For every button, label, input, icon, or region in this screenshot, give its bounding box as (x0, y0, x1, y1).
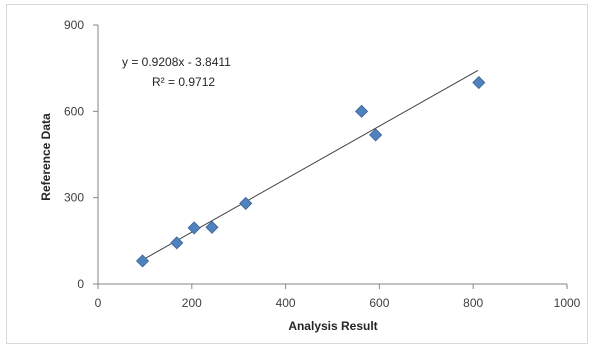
y-tick-label: 300 (64, 191, 84, 205)
data-point (170, 236, 184, 250)
x-tick-label: 600 (369, 296, 389, 310)
data-point (355, 104, 369, 118)
trendline (139, 70, 479, 262)
x-axis-title: Analysis Result (288, 319, 377, 333)
trendline-equation: y = 0.9208x - 3.8411 (122, 55, 231, 69)
data-point (205, 220, 219, 234)
y-tick-label: 0 (77, 277, 84, 291)
x-tick-label: 400 (276, 296, 296, 310)
data-point (187, 221, 201, 235)
r-squared-label: R² = 0.9712 (152, 75, 215, 89)
y-axis: 0 300 600 900 (64, 18, 99, 291)
trendline-segment (139, 70, 479, 262)
x-tick-label: 800 (463, 296, 483, 310)
x-axis: 0 200 400 600 800 1000 (95, 283, 581, 310)
chart-frame (6, 4, 588, 344)
data-point (369, 128, 383, 142)
x-tick-label: 0 (95, 296, 102, 310)
data-points (135, 75, 486, 268)
y-tick-label: 600 (64, 104, 84, 118)
x-tick-label: 200 (182, 296, 202, 310)
data-point (239, 196, 253, 210)
data-point (135, 254, 150, 268)
data-point (472, 75, 486, 90)
y-axis-title: Reference Data (39, 113, 53, 201)
y-tick-label: 900 (64, 18, 84, 32)
x-tick-label: 1000 (554, 296, 581, 310)
